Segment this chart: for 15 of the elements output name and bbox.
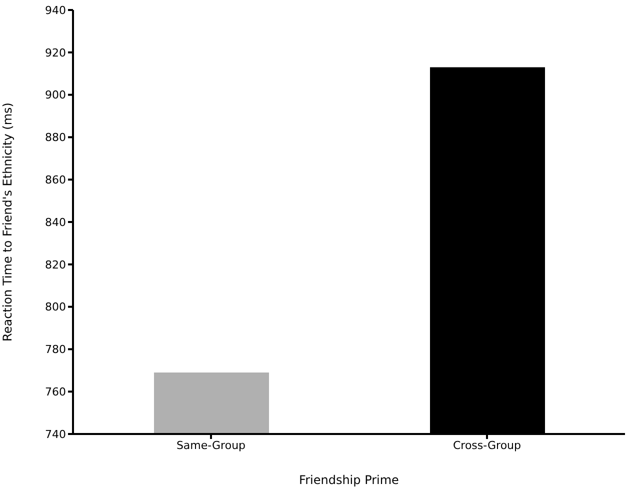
- x-axis-title: Friendship Prime: [299, 473, 399, 487]
- y-tick-label: 860: [45, 174, 66, 187]
- y-tick-label: 820: [45, 258, 66, 272]
- x-tick-label: Same-Group: [176, 438, 246, 452]
- x-tick-label: Cross-Group: [452, 438, 522, 452]
- y-tick-label: 920: [45, 46, 66, 60]
- y-axis-title: Reaction Time to Friend's Ethnicity (ms): [0, 102, 14, 342]
- y-tick-label: 740: [45, 428, 66, 441]
- y-tick-label: 840: [45, 216, 66, 229]
- y-tick-label: 880: [45, 131, 66, 144]
- y-tick-label: 800: [45, 300, 66, 314]
- y-tick-label: 940: [45, 4, 66, 17]
- y-tick-label: 760: [45, 386, 66, 399]
- y-tick-label: 780: [45, 343, 66, 356]
- y-tick-label: 900: [45, 88, 66, 102]
